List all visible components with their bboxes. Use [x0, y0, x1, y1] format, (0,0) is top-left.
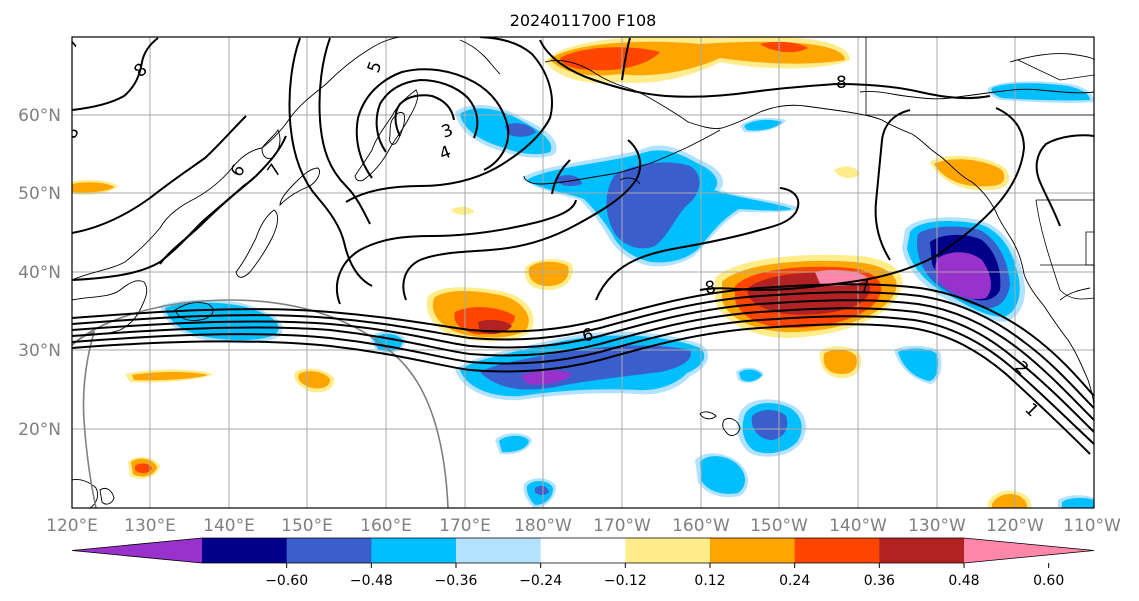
colorbar-segment — [540, 538, 626, 563]
lon-label: 120°W — [986, 516, 1044, 536]
lat-label: 60°N — [18, 106, 61, 126]
colorbar-tick-label: 0.24 — [779, 573, 810, 589]
coastlines — [72, 37, 1094, 508]
lon-label: 170°W — [593, 516, 651, 536]
colorbar-segment — [371, 538, 457, 563]
lat-label: 20°N — [18, 420, 61, 440]
lon-label: 160°W — [672, 516, 730, 536]
colorbar-tick-label: −0.24 — [519, 573, 562, 589]
colorbar: −0.60 −0.48 −0.36 −0.24 −0.12 0.12 0.24 0.36 0.4… — [71, 537, 1095, 589]
lon-label: 120°E — [46, 516, 98, 536]
lat-label: 40°N — [18, 263, 61, 283]
colorbar-segment — [625, 538, 711, 563]
colorbar-tick-label: −0.36 — [435, 573, 478, 589]
contours — [72, 37, 1094, 455]
lon-label: 150°E — [281, 516, 333, 536]
lon-label: 160°E — [360, 516, 412, 536]
lon-label: 110°W — [1063, 516, 1121, 536]
colorbar-tick-label: 0.48 — [948, 573, 979, 589]
contour-label: 8 — [703, 277, 717, 299]
colorbar-segment — [879, 538, 965, 563]
lon-label: 180°W — [514, 516, 572, 536]
borders — [865, 37, 1094, 300]
colorbar-extend-low — [72, 538, 202, 563]
colorbar-tick-label: −0.12 — [604, 573, 647, 589]
colorbar-segment — [286, 538, 372, 563]
contour-label: 6 — [580, 325, 596, 347]
colorbar-tick-label: 0.36 — [864, 573, 895, 589]
colorbar-tick-label: −0.60 — [265, 573, 308, 589]
lon-label: 140°E — [203, 516, 255, 536]
lon-label: 130°W — [908, 516, 966, 536]
map-area: 8 7 6 5 4 3 8 8 7 6 2 1 7 8 — [61, 33, 1094, 508]
longitude-labels: 120°E 130°E 140°E 150°E 160°E 170°E 180°… — [46, 516, 1121, 536]
colorbar-segment — [202, 538, 288, 563]
colorbar-tick-label: 0.60 — [1033, 573, 1064, 589]
lat-label: 50°N — [18, 184, 61, 204]
lon-label: 130°E — [124, 516, 176, 536]
colorbar-tick-label: 0.12 — [694, 573, 725, 589]
lon-label: 170°E — [439, 516, 491, 536]
colorbar-segment — [794, 538, 880, 563]
map-title: 2024011700 F108 — [510, 11, 657, 30]
colorbar-segment — [456, 538, 542, 563]
map-frame — [71, 36, 1095, 509]
lat-label: 30°N — [18, 341, 61, 361]
latitude-labels: 20°N 30°N 40°N 50°N 60°N — [18, 106, 61, 440]
graticule — [72, 37, 1094, 508]
lon-label: 140°W — [829, 516, 887, 536]
contour-label: 8 — [61, 123, 84, 142]
contour-label: 8 — [836, 73, 847, 93]
colorbar-extend-high — [964, 538, 1094, 563]
colorbar-segment — [710, 538, 796, 563]
contour-label: 7 — [859, 276, 872, 297]
contour-label: 7 — [61, 33, 84, 52]
lon-label: 150°W — [750, 516, 808, 536]
colorbar-tick-label: −0.48 — [350, 573, 393, 589]
